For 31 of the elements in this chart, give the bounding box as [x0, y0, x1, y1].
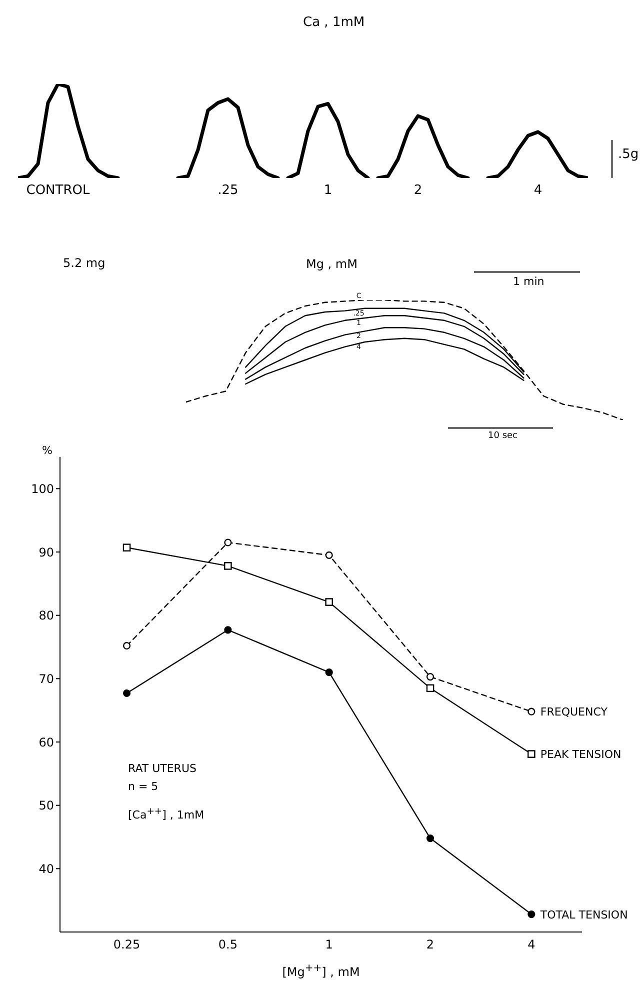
x-tick-label: 2 [426, 938, 434, 952]
y-tick-label: 90 [38, 545, 54, 560]
chart-title: Ca , 1mM [303, 15, 365, 30]
series-label: PEAK TENSION [540, 748, 622, 762]
y-tick-label: 100 [31, 482, 54, 496]
text: 5.2 mg [63, 256, 106, 270]
annotation: [Ca$^{++}$] , 1mM [128, 806, 204, 822]
x-tick-label: 0.5 [218, 938, 238, 952]
y-tick-label: 70 [38, 672, 54, 686]
series-label: .25 [218, 183, 238, 198]
series-label: 2 [414, 183, 422, 198]
y-tick-label: 40 [38, 862, 54, 876]
text: .5g [618, 147, 639, 162]
text: 1 min [513, 275, 544, 288]
series-label: FREQUENCY [540, 706, 608, 719]
x-axis-title: Mg , mM [306, 257, 358, 271]
annotation: RAT UTERUS [128, 762, 196, 775]
y-tick-label: 60 [38, 735, 54, 750]
series-label: CONTROL [26, 183, 90, 198]
y-tick-label: 50 [38, 798, 54, 813]
y-tick-label: 80 [38, 608, 54, 623]
annotation: n = 5 [128, 780, 158, 793]
x-tick-label: 0.25 [113, 938, 140, 952]
x-tick-label: 4 [528, 938, 536, 952]
text: 1 [324, 183, 332, 198]
text: 10 sec [488, 431, 518, 441]
x-tick-label: 1 [325, 938, 333, 952]
y-axis-title: % [42, 444, 52, 457]
text: 4 [534, 183, 542, 198]
x-axis-title: [Mg$^{++}$] , mM [281, 963, 361, 979]
series-label: TOTAL TENSION [539, 908, 628, 922]
